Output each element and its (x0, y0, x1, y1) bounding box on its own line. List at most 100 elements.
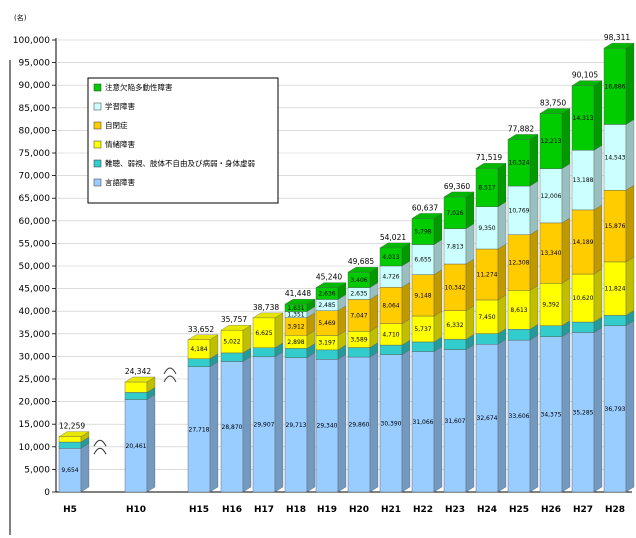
y-tick-label: 55,000 (19, 239, 51, 249)
y-tick-label: 0 (44, 488, 50, 498)
segment-label: 2,485 (318, 302, 335, 309)
segment-label: 7,813 (446, 243, 463, 250)
segment-label: 4,013 (382, 254, 399, 261)
segment-label: 7,026 (446, 210, 463, 217)
bar-segment-side (401, 282, 411, 325)
bar-segment (379, 344, 403, 355)
bar-segment-side (497, 201, 507, 250)
x-tick-label: H10 (126, 505, 146, 515)
bar-segment-side (625, 42, 635, 125)
bar-segment-side (433, 239, 443, 275)
bar-segment (220, 352, 244, 362)
bar-segment (187, 358, 211, 367)
segment-label: 7,047 (350, 312, 367, 319)
y-tick-label: 80,000 (19, 126, 51, 136)
x-tick-label: H18 (286, 505, 306, 515)
bar-segment-side (593, 204, 603, 275)
bar-segment-side (593, 145, 603, 211)
total-label: 24,342 (125, 367, 151, 376)
segment-label: 4,184 (190, 346, 207, 353)
x-tick-label: H21 (381, 505, 401, 515)
total-label: 90,105 (572, 71, 598, 80)
segment-label: 3,912 (287, 323, 304, 330)
bar-segment (411, 341, 435, 352)
total-label: 49,685 (348, 257, 374, 266)
segment-label: 30,390 (381, 420, 402, 427)
segment-label: 7,450 (478, 314, 495, 321)
y-tick-label: 25,000 (19, 375, 51, 385)
x-tick-label: H25 (509, 505, 529, 515)
segment-label: 9,654 (61, 467, 78, 474)
bar-segment (252, 347, 276, 358)
segment-label: 4,710 (382, 331, 399, 338)
segment-label: 10,324 (509, 160, 530, 167)
axis-break-icon (93, 439, 107, 455)
bar-segment-side (433, 310, 443, 343)
bar-segment-side (529, 285, 539, 330)
bar-top-face (58, 431, 90, 437)
segment-label: 8,517 (478, 184, 495, 191)
legend-swatch (93, 83, 102, 92)
x-tick-label: H15 (189, 505, 209, 515)
segment-label: 8,613 (510, 307, 527, 314)
bar-segment-side (465, 344, 475, 493)
bar-segment-side (337, 305, 347, 336)
bar-segment-side (561, 108, 571, 169)
segment-label: 36,793 (605, 406, 626, 413)
segment-label: 12,308 (509, 260, 530, 267)
segment-label: 29,907 (254, 421, 275, 428)
segment-label: 3,589 (350, 336, 367, 343)
segment-label: 12,213 (541, 138, 562, 145)
segment-label: 6,332 (446, 322, 463, 329)
y-tick-label: 5,000 (24, 465, 50, 475)
segment-label: 5,022 (223, 339, 240, 346)
bar-top-face (379, 242, 411, 248)
y-tick-label: 40,000 (19, 307, 51, 317)
segment-label: 6,625 (255, 330, 272, 337)
segment-label: 2,635 (350, 291, 367, 298)
legend-swatch (93, 121, 102, 130)
bar-segment-side (306, 352, 316, 493)
segment-label: 15,876 (605, 223, 626, 230)
bar-segment-side (433, 213, 443, 245)
legend-label: 注意欠陥多動性障害 (105, 82, 173, 92)
bar-segment (539, 325, 563, 337)
legend-swatch (93, 140, 102, 149)
segment-label: 4,726 (382, 274, 399, 281)
bar-segment (284, 348, 308, 358)
bar-segment-side (433, 346, 443, 493)
x-tick-label: H17 (254, 505, 274, 515)
segment-label: 5,798 (414, 228, 431, 235)
segment-label: 5,469 (318, 320, 335, 327)
bar-segment (124, 392, 148, 400)
segment-label: 10,769 (509, 207, 530, 214)
bar-top-face (124, 376, 156, 383)
segment-label: 31,066 (413, 419, 434, 426)
segment-label: 29,340 (317, 423, 338, 430)
bar-segment-side (497, 162, 507, 208)
bar-segment-side (369, 351, 379, 493)
y-tick-label: 90,000 (19, 81, 51, 91)
bar-segment-side (625, 119, 635, 191)
total-label: 12,259 (59, 422, 85, 431)
segment-label: 12,006 (541, 193, 562, 200)
bar-top-face (252, 312, 284, 318)
bar-segment (443, 339, 467, 350)
segment-label: 1,351 (287, 312, 304, 319)
y-tick-label: 70,000 (19, 172, 51, 182)
legend-label: 難聴、弱視、肢体不自由及び病弱・身体虚弱 (105, 158, 255, 168)
bar-segment-side (529, 334, 539, 493)
bar-segment (124, 381, 148, 393)
bar-segment-side (497, 339, 507, 493)
x-tick-label: H24 (477, 505, 497, 515)
segment-label: 9,350 (478, 225, 495, 232)
bar-segment (571, 321, 595, 333)
x-tick-label: H27 (573, 505, 593, 515)
bar-top-face (347, 267, 379, 273)
x-tick-label: H26 (541, 505, 561, 515)
total-label: 41,448 (285, 289, 311, 298)
bar-segment-side (274, 312, 284, 349)
bar-segment-side (146, 394, 156, 493)
segment-label: 14,313 (573, 115, 594, 122)
segment-label: 29,860 (349, 422, 370, 429)
